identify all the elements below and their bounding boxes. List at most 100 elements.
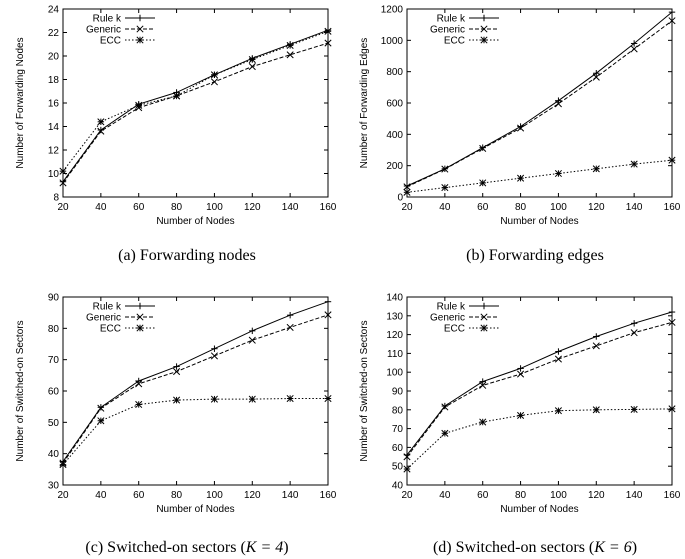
data-point	[173, 92, 181, 100]
y-tick-label: 80	[392, 405, 404, 416]
x-tick-label: 100	[550, 202, 567, 213]
y-tick-label: 12	[48, 146, 60, 157]
caption: (d) Switched-on sectors (K = 6)	[433, 539, 637, 556]
data-point	[441, 402, 449, 410]
x-tick-label: 20	[57, 490, 69, 501]
data-point	[668, 308, 676, 316]
data-point	[59, 178, 67, 185]
data-point	[286, 311, 294, 319]
legend-label: Rule k	[437, 302, 466, 313]
y-tick-label: 400	[386, 130, 403, 141]
data-point	[403, 188, 411, 196]
data-point	[173, 368, 181, 376]
x-tick-label: 100	[550, 490, 567, 501]
data-point	[210, 78, 218, 86]
data-point	[59, 461, 67, 469]
data-point	[248, 395, 256, 403]
data-point	[441, 184, 449, 192]
data-point	[593, 70, 600, 77]
legend-marker	[480, 25, 488, 33]
data-point	[479, 381, 487, 389]
y-tick-label: 16	[48, 99, 60, 110]
chart-panel-3: 20 40 60 80 100 120 140 16040506070809010011012…	[359, 293, 681, 557]
data-point	[668, 318, 676, 326]
x-tick-label: 60	[133, 202, 145, 213]
y-tick-label: 18	[48, 75, 60, 86]
x-tick-label: 100	[206, 490, 223, 501]
legend-label: ECC	[444, 324, 465, 335]
data-point	[630, 40, 638, 47]
data-point	[210, 395, 218, 403]
y-tick-label: 600	[386, 99, 403, 110]
y-tick-label: 50	[48, 418, 60, 429]
data-point	[592, 406, 600, 414]
data-point	[441, 165, 449, 173]
y-tick-label: 80	[48, 324, 60, 335]
y-tick-label: 140	[386, 293, 403, 304]
data-point	[324, 394, 332, 403]
data-point	[286, 323, 294, 331]
caption: (b) Forwarding edges	[466, 247, 604, 264]
legend-marker	[136, 324, 144, 332]
x-tick-label: 160	[664, 202, 681, 213]
data-point	[248, 63, 256, 71]
legend-marker	[136, 14, 144, 22]
chart-panel-2: 20 40 60 80 100 120 140 160 30 40 50 60 70 80 90 Number…	[15, 293, 337, 557]
series-line-2	[62, 398, 328, 465]
legend-label: Generic	[430, 25, 465, 36]
legend-label: ECC	[444, 36, 465, 47]
x-tick-label: 20	[57, 202, 69, 213]
data-point	[324, 311, 332, 319]
data-point	[554, 407, 562, 415]
data-point	[517, 174, 525, 182]
x-axis-label: Number of Nodes	[156, 504, 234, 515]
data-point	[517, 365, 524, 372]
data-point	[173, 363, 180, 370]
data-point	[97, 127, 105, 135]
x-tick-label: 120	[244, 202, 261, 213]
data-point	[248, 55, 256, 64]
data-point	[441, 403, 449, 411]
y-tick-label: 24	[48, 5, 60, 16]
x-tick-label: 40	[95, 202, 107, 213]
x-tick-label: 120	[588, 490, 605, 501]
y-tick-label: 1000	[381, 36, 404, 47]
series-line-1	[406, 20, 673, 188]
data-point	[59, 167, 67, 175]
chart-panel-0: 20 40 60 80 100 120 140 160 8 10 12 14 16 18 20 22 24 Num…	[15, 5, 337, 265]
legend-marker	[136, 36, 144, 44]
y-axis-label: Number of Switched-on Sectors	[15, 320, 26, 461]
data-point	[403, 183, 411, 191]
x-tick-label: 160	[320, 202, 337, 213]
y-tick-label: 130	[386, 311, 403, 322]
data-point	[441, 429, 449, 437]
series-line-2	[62, 30, 329, 172]
legend-label: Rule k	[93, 302, 122, 313]
data-point	[248, 336, 256, 344]
series-line-2	[406, 408, 673, 470]
caption: (c) Switched-on sectors (K = 4)	[85, 539, 288, 556]
x-tick-label: 140	[282, 490, 299, 501]
x-tick-label: 120	[244, 490, 261, 501]
legend-label: Generic	[86, 313, 121, 324]
series-line-1	[406, 321, 673, 458]
data-point	[286, 41, 294, 49]
y-tick-label: 8	[53, 193, 59, 204]
data-point	[479, 179, 487, 187]
x-tick-label: 20	[401, 490, 413, 501]
data-point	[211, 345, 218, 352]
legend-label: Rule k	[437, 14, 466, 25]
data-point	[554, 169, 562, 178]
x-tick-label: 160	[320, 490, 337, 501]
x-tick-label: 100	[206, 202, 223, 213]
legend-marker	[480, 14, 488, 22]
data-point	[135, 380, 143, 388]
y-axis-label: Number of Forwarding Nodes	[15, 37, 26, 168]
legend-marker	[480, 36, 488, 44]
y-tick-label: 1200	[381, 5, 404, 16]
data-point	[97, 417, 105, 425]
data-point	[517, 370, 525, 378]
y-tick-label: 40	[48, 449, 60, 460]
y-tick-label: 70	[392, 424, 404, 435]
x-axis-label: Number of Nodes	[156, 216, 234, 227]
